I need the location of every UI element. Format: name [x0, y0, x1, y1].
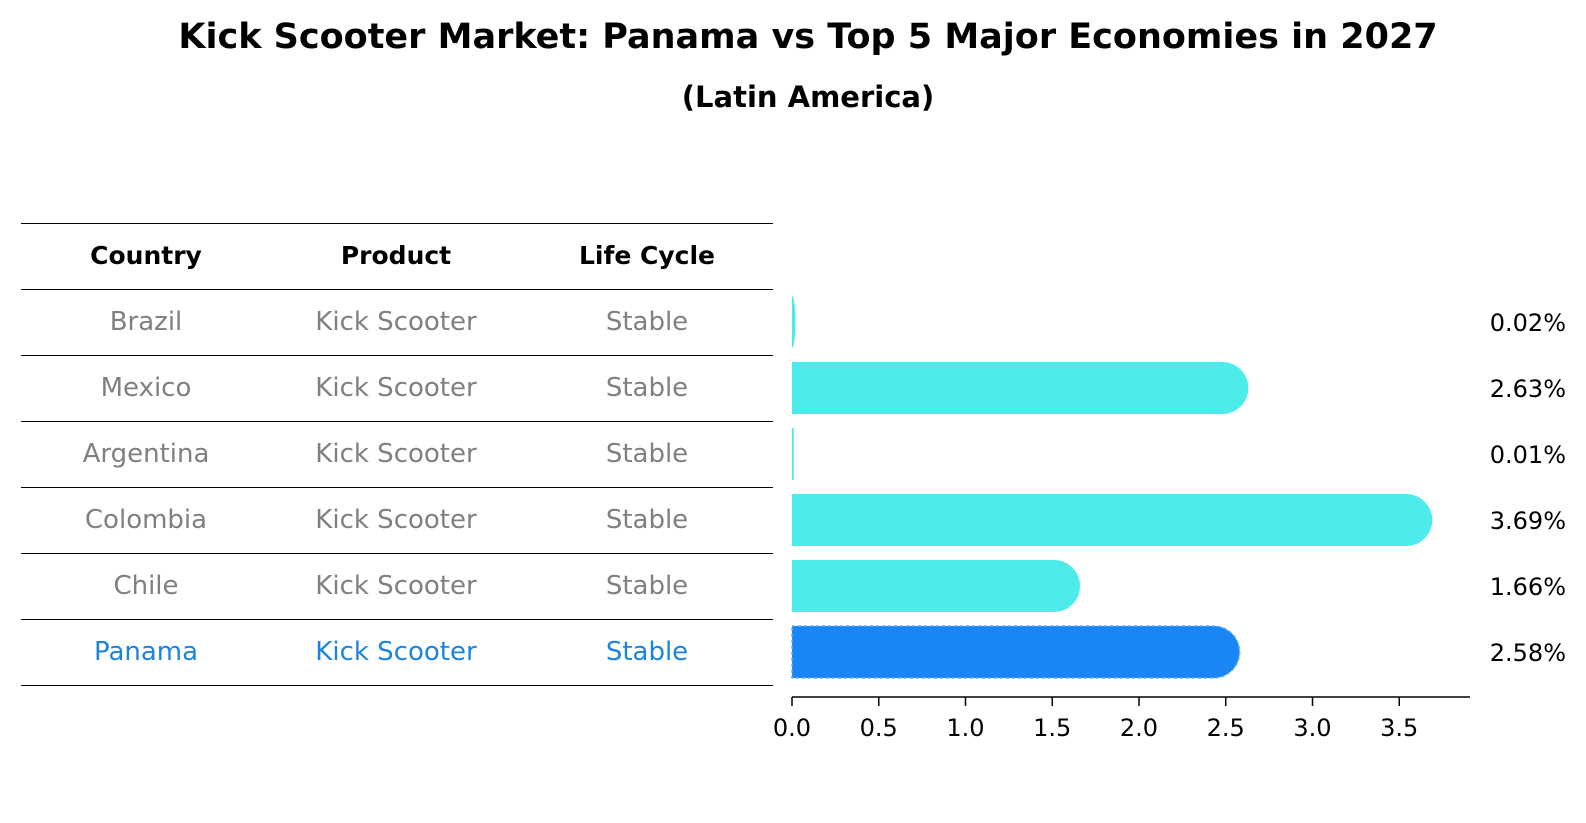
table-row-rule: [21, 553, 773, 554]
chart-subtitle: (Latin America): [681, 80, 935, 114]
x-tick-label: 0.0: [773, 714, 811, 742]
country-cell: Colombia: [84, 505, 208, 535]
bar-brazil: [792, 296, 796, 348]
bar-mexico: [791, 362, 1249, 414]
table-row-highlighted: Panama Kick Scooter Stable: [21, 619, 773, 685]
bar-argentina: [792, 428, 794, 480]
table-top-rule: [21, 223, 773, 224]
life-cycle-cell: Stable: [605, 307, 689, 337]
table-row-rule: [21, 487, 773, 488]
column-header-product: Product: [340, 241, 452, 270]
table-row: Argentina Kick Scooter Stable: [21, 421, 773, 487]
column-header-country: Country: [90, 241, 202, 270]
value-label: 1.66%: [1490, 573, 1566, 601]
table-header-row: Country Product Life Cycle: [21, 223, 773, 289]
column-header-life-cycle: Life Cycle: [578, 241, 716, 270]
country-cell: Argentina: [82, 439, 210, 469]
bar-colombia: [792, 494, 1433, 546]
x-tick-label: 1.5: [1033, 714, 1071, 742]
product-cell: Kick Scooter: [315, 571, 477, 601]
table-header-rule: [21, 289, 773, 290]
life-cycle-cell: Stable: [605, 571, 689, 601]
table-row: Mexico Kick Scooter Stable: [21, 355, 773, 421]
data-table: Country Product Life Cycle Brazil Kick S…: [21, 223, 773, 685]
country-cell: Panama: [93, 637, 199, 667]
x-tick-label: 2.0: [1120, 714, 1158, 742]
table-row-rule: [21, 355, 773, 356]
x-tick-label: 3.0: [1293, 714, 1331, 742]
country-cell: Mexico: [100, 373, 192, 403]
table-row-rule: [21, 619, 773, 620]
life-cycle-cell: Stable: [605, 439, 689, 469]
x-tick-label: 2.5: [1207, 714, 1245, 742]
value-label: 0.02%: [1490, 309, 1566, 337]
product-cell: Kick Scooter: [315, 307, 477, 337]
country-cell: Chile: [113, 571, 179, 601]
chart-title: Kick Scooter Market: Panama vs Top 5 Maj…: [178, 17, 1438, 57]
value-label: 3.69%: [1490, 507, 1566, 535]
bar-chile: [792, 560, 1081, 612]
life-cycle-cell: Stable: [605, 637, 689, 667]
life-cycle-cell: Stable: [605, 505, 689, 535]
product-cell: Kick Scooter: [315, 505, 477, 535]
x-tick-label: 1.0: [946, 714, 984, 742]
table-row: Brazil Kick Scooter Stable: [21, 289, 773, 355]
table-bottom-rule: [21, 685, 773, 686]
value-label: 2.58%: [1490, 639, 1566, 667]
country-cell: Brazil: [109, 307, 183, 337]
table-row: Chile Kick Scooter Stable: [21, 553, 773, 619]
life-cycle-cell: Stable: [605, 373, 689, 403]
product-cell: Kick Scooter: [315, 373, 477, 403]
value-label: 2.63%: [1490, 375, 1566, 403]
x-tick-label: 3.5: [1380, 714, 1418, 742]
table-row: Colombia Kick Scooter Stable: [21, 487, 773, 553]
product-cell: Kick Scooter: [315, 637, 477, 667]
bar-panama: [791, 625, 1241, 679]
value-label: 0.01%: [1490, 441, 1566, 469]
x-tick-label: 0.5: [860, 714, 898, 742]
product-cell: Kick Scooter: [315, 439, 477, 469]
table-row-rule: [21, 421, 773, 422]
